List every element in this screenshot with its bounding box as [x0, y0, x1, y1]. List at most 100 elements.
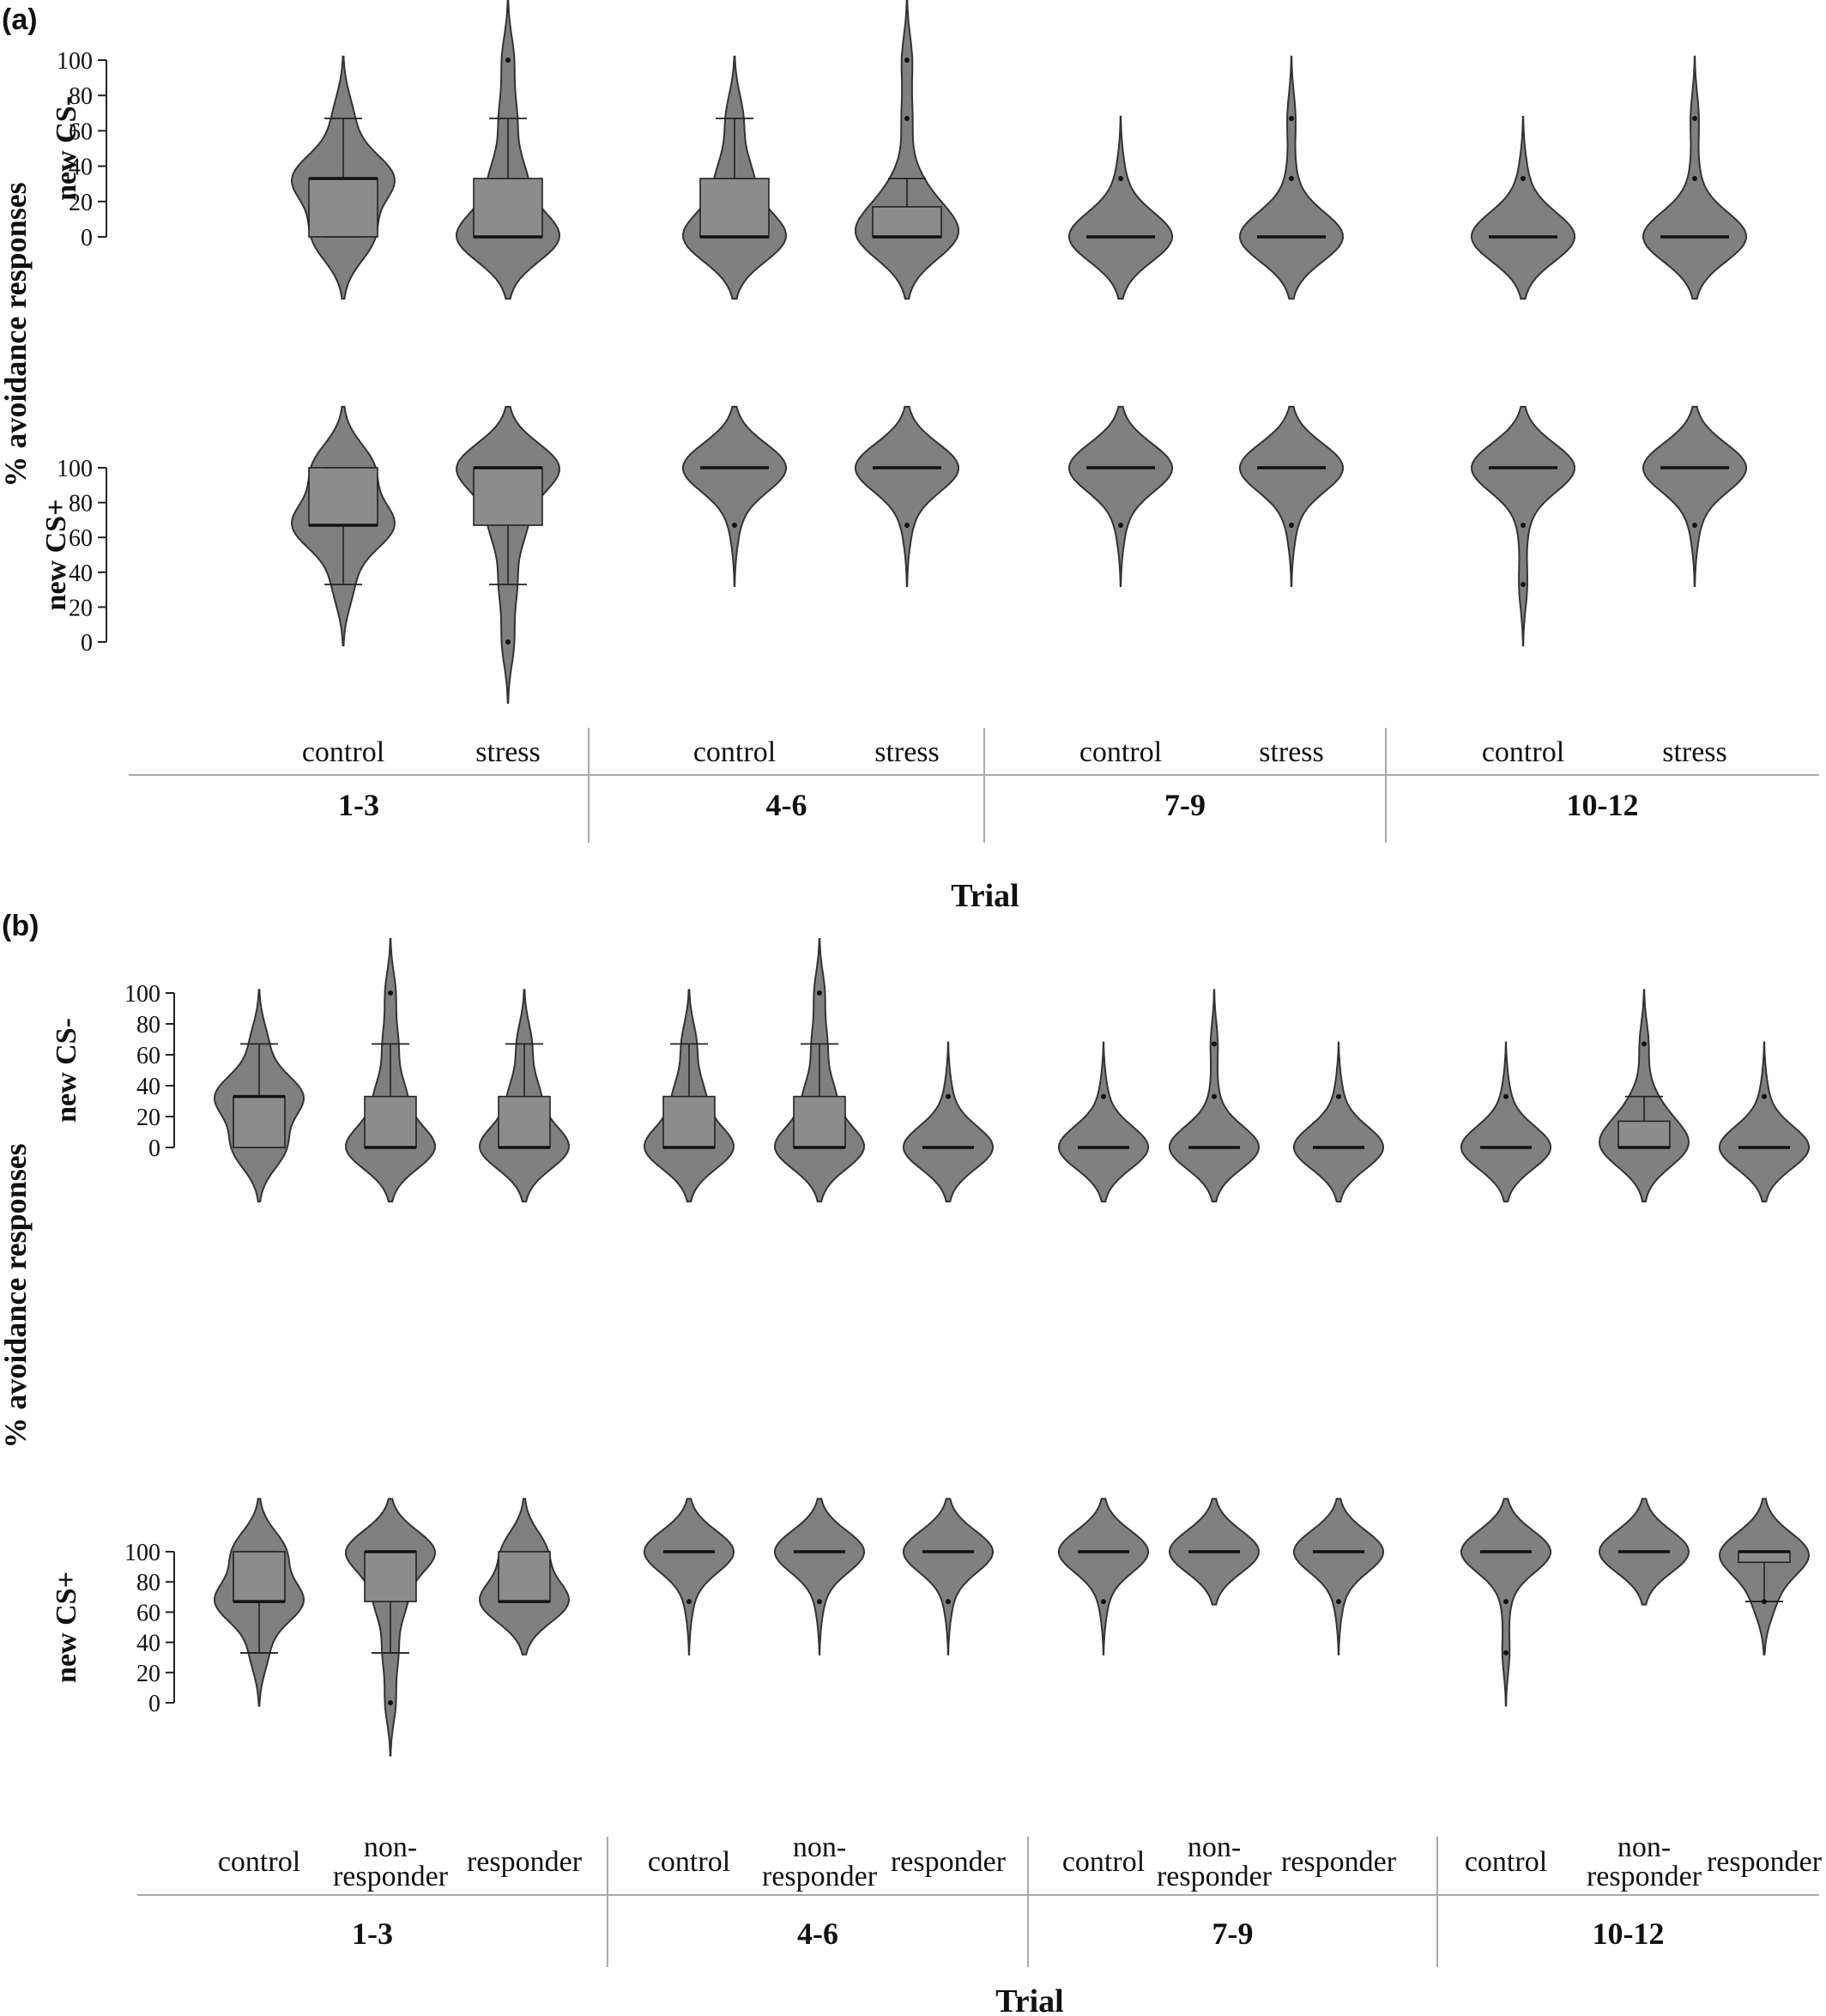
trial-block-label: 10-12	[1593, 1916, 1665, 1951]
outlier-point	[1289, 176, 1294, 182]
iqr-box	[662, 1095, 716, 1148]
x-axis-label: Trial	[995, 1983, 1064, 2016]
group-label: responder	[1157, 1861, 1273, 1892]
group-label: responder	[1587, 1861, 1702, 1892]
trial-block-label: 7-9	[1164, 788, 1206, 822]
violin-7-9-non-responder	[1168, 989, 1261, 1202]
outlier-point	[1692, 522, 1697, 528]
violin-4-6-control	[681, 55, 788, 300]
group-label: control	[218, 1846, 300, 1878]
outlier-point	[1521, 176, 1526, 182]
y-tick-label: 20	[136, 1105, 160, 1131]
outlier-point	[1101, 1093, 1106, 1099]
iqr-box	[308, 467, 378, 526]
violin-10-12-control	[1460, 1041, 1551, 1202]
violin-4-6-non-responder	[774, 1498, 865, 1656]
violin-shape	[1068, 115, 1173, 300]
iqr-box	[364, 1095, 417, 1148]
trial-block-label: 4-6	[766, 788, 807, 822]
violin-shape	[644, 1498, 735, 1656]
outlier-point	[1503, 1599, 1509, 1605]
y-tick-label: 100	[57, 456, 93, 482]
y-tick-label: 100	[124, 1540, 160, 1566]
y-tick-label: 40	[136, 1631, 160, 1657]
outlier-point	[904, 115, 910, 121]
outlier-point	[1118, 176, 1123, 182]
violin-7-9-control	[1058, 1041, 1149, 1202]
outlier-point	[686, 1599, 692, 1605]
violin-1-3-non-responder	[344, 1498, 437, 1757]
group-label: non-	[793, 1831, 846, 1863]
outlier-point	[1503, 1650, 1509, 1656]
y-tick-label: 0	[148, 1135, 160, 1162]
violin-7-9-control	[1068, 405, 1173, 587]
violin-1-3-stress	[455, 405, 561, 704]
row-cs-plus: new CS+ 100 80 60 40 20 0	[40, 405, 1747, 704]
y-tick-label: 60	[136, 1043, 160, 1069]
violin-10-12-control	[1470, 405, 1576, 647]
violin-1-3-control	[213, 1498, 305, 1707]
y-tick-label: 60	[69, 525, 93, 552]
group-label: control	[693, 736, 776, 768]
violin-shape	[1239, 405, 1344, 587]
violin-7-9-stress	[1239, 405, 1344, 587]
outlier-point	[1289, 115, 1294, 121]
violin-7-9-responder	[1293, 1498, 1384, 1656]
y-tick-label: 60	[136, 1600, 160, 1626]
violin-1-3-control	[213, 989, 305, 1202]
violin-4-6-stress	[854, 0, 960, 300]
outlier-point	[946, 1093, 951, 1099]
iqr-box	[308, 178, 378, 238]
iqr-box	[872, 206, 942, 238]
violin-10-12-control	[1460, 1498, 1552, 1707]
iqr-box	[364, 1551, 417, 1602]
violin-4-6-responder	[903, 1498, 994, 1656]
outlier-point	[1521, 522, 1526, 528]
y-tick-label: 60	[69, 118, 93, 145]
y-tick-label: 80	[69, 491, 93, 518]
y-tick-label: 80	[136, 1012, 160, 1038]
violin-shape	[1460, 1041, 1551, 1202]
outlier-point	[1692, 176, 1697, 182]
violin-shape	[682, 405, 787, 587]
outlier-point	[1762, 1093, 1767, 1099]
iqr-box	[233, 1551, 286, 1602]
group-label: stress	[475, 736, 541, 768]
group-label: responder	[1707, 1846, 1823, 1878]
violin-shape	[903, 1041, 994, 1202]
outlier-point	[1101, 1599, 1106, 1605]
group-label: responder	[891, 1846, 1007, 1878]
row-cs-plus: new CS+ 100 80 60 40 20 0	[51, 1498, 1811, 1757]
violin-1-3-control	[290, 405, 396, 647]
violin-1-3-responder	[478, 1498, 571, 1656]
outlier-point	[904, 58, 910, 63]
y-tick-label: 40	[136, 1074, 160, 1100]
violin-4-6-control	[644, 1498, 735, 1656]
outlier-point	[904, 522, 910, 528]
violin-7-9-control	[1068, 115, 1173, 300]
outlier-point	[1692, 115, 1697, 121]
group-label: control	[302, 736, 384, 768]
outlier-point	[1642, 1041, 1647, 1047]
group-label: responder	[762, 1861, 878, 1892]
outlier-point	[1521, 582, 1526, 588]
trial-block-label: 10-12	[1567, 788, 1639, 822]
outlier-point	[388, 1700, 393, 1705]
trial-block-label: 1-3	[352, 1916, 393, 1951]
violin-10-12-non-responder	[1598, 989, 1690, 1202]
group-label: non-	[1188, 1831, 1241, 1863]
violin-shape	[1719, 1041, 1810, 1202]
outlier-point	[1212, 1041, 1217, 1047]
outlier-point	[1336, 1599, 1341, 1605]
violin-shape	[1058, 1041, 1149, 1202]
iqr-box	[473, 178, 543, 238]
outlier-point	[1212, 1093, 1217, 1099]
iqr-box	[498, 1551, 551, 1602]
outlier-point	[1503, 1093, 1509, 1099]
group-label: responder	[467, 1846, 583, 1878]
violin-1-3-non-responder	[344, 938, 437, 1202]
violin-shape	[854, 0, 960, 300]
row-label: new CS-	[51, 96, 82, 201]
trial-block-label: 4-6	[797, 1916, 838, 1951]
y-tick-label: 0	[148, 1691, 160, 1717]
